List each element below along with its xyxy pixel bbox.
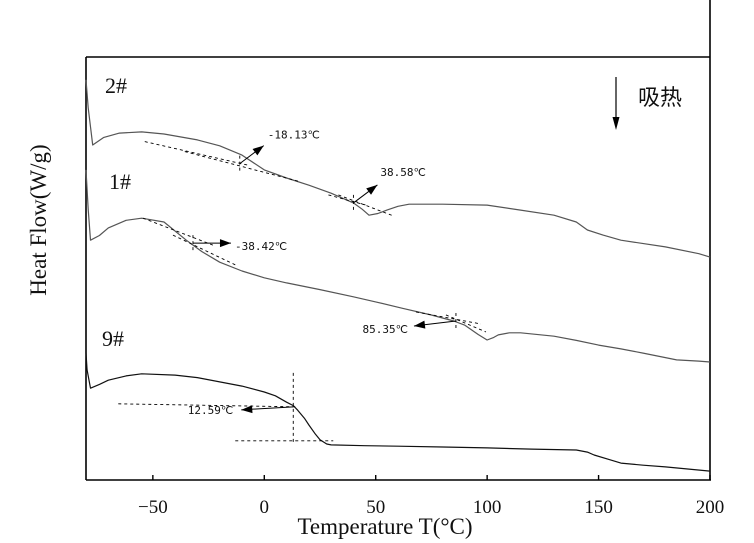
- x-tick-label: 0: [260, 497, 270, 518]
- onset-temperature-label: 38.58℃: [380, 166, 425, 179]
- baseline-extension: [184, 151, 300, 183]
- x-tick-label: −50: [138, 497, 168, 518]
- x-tick-label: 200: [696, 497, 725, 518]
- onset-annotation: 38.58℃: [328, 166, 426, 217]
- onset-temperature-label: -18.13℃: [268, 129, 320, 142]
- y-axis-title: Heat Flow(W/g): [26, 144, 51, 295]
- tangent-line: [144, 141, 250, 167]
- x-tick-label: 150: [584, 497, 613, 518]
- annotation-arrowhead-icon: [241, 405, 253, 414]
- baseline-extension: [338, 194, 394, 217]
- annotation-arrowhead-icon: [413, 320, 426, 329]
- onset-temperature-label: -38.42℃: [235, 240, 287, 253]
- baseline-extension: [445, 314, 487, 333]
- onset-temperature-label: 85.35℃: [362, 323, 407, 336]
- annotation-arrowhead-icon: [366, 184, 378, 195]
- series-label-1: 1#: [109, 169, 131, 194]
- x-axis-title: Temperature T(°C): [297, 514, 472, 539]
- down-arrowhead-icon: [612, 117, 620, 130]
- onset-annotations: -18.13℃ 38.58℃ -38.42℃ 85.35℃ 12.59℃: [118, 129, 487, 443]
- endotherm-label: 吸热: [638, 86, 682, 111]
- plot-frame: [85, 0, 711, 481]
- tangent-line: [415, 311, 482, 325]
- series-label-2: 2#: [105, 73, 127, 98]
- annotation-arrowhead-icon: [219, 239, 231, 248]
- series-label-9: 9#: [102, 326, 124, 351]
- x-ticks: −50 0 50 100 150 200: [138, 475, 724, 518]
- x-tick-label: 100: [473, 497, 502, 518]
- annotation-arrowhead-icon: [252, 145, 264, 156]
- series-line-2: [85, 79, 711, 258]
- tangent-line: [328, 194, 366, 206]
- endotherm-indicator: 吸热: [612, 77, 682, 130]
- onset-temperature-label: 12.59℃: [188, 404, 233, 417]
- series-line-1: [85, 169, 711, 363]
- onset-annotation: 12.59℃: [118, 372, 334, 443]
- x-tick-label: 50: [366, 497, 385, 518]
- onset-annotation: -38.42℃: [142, 217, 287, 267]
- tangent-line: [142, 217, 214, 246]
- onset-annotation: -18.13℃: [144, 129, 320, 183]
- series-lines: [85, 79, 711, 472]
- series-line-9: [85, 353, 711, 472]
- onset-annotation: 85.35℃: [362, 311, 487, 336]
- baseline-extension: [172, 234, 239, 267]
